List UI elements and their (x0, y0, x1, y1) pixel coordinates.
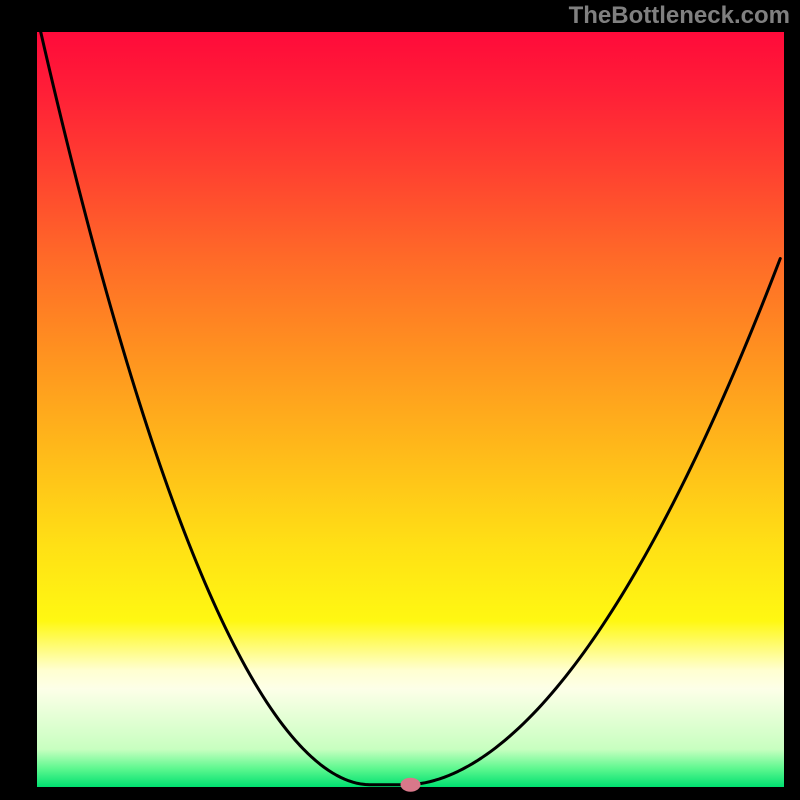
watermark-text: TheBottleneck.com (569, 2, 790, 30)
chart-container: TheBottleneck.com (0, 0, 800, 800)
curve-min-marker (401, 778, 421, 792)
plot-background (37, 32, 784, 787)
bottleneck-chart (0, 0, 800, 800)
